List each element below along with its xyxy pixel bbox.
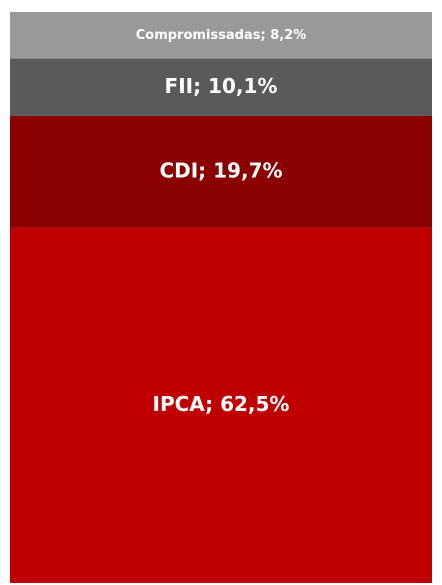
segment-label: CDI; 19,7%	[159, 158, 282, 182]
segment-label: IPCA; 62,5%	[153, 392, 290, 416]
segment	[10, 115, 432, 228]
segment-label: FII; 10,1%	[165, 74, 278, 98]
segment	[10, 58, 432, 116]
segment	[10, 12, 432, 59]
segment-label: Compromissadas; 8,2%	[136, 28, 307, 43]
segment	[10, 227, 432, 583]
